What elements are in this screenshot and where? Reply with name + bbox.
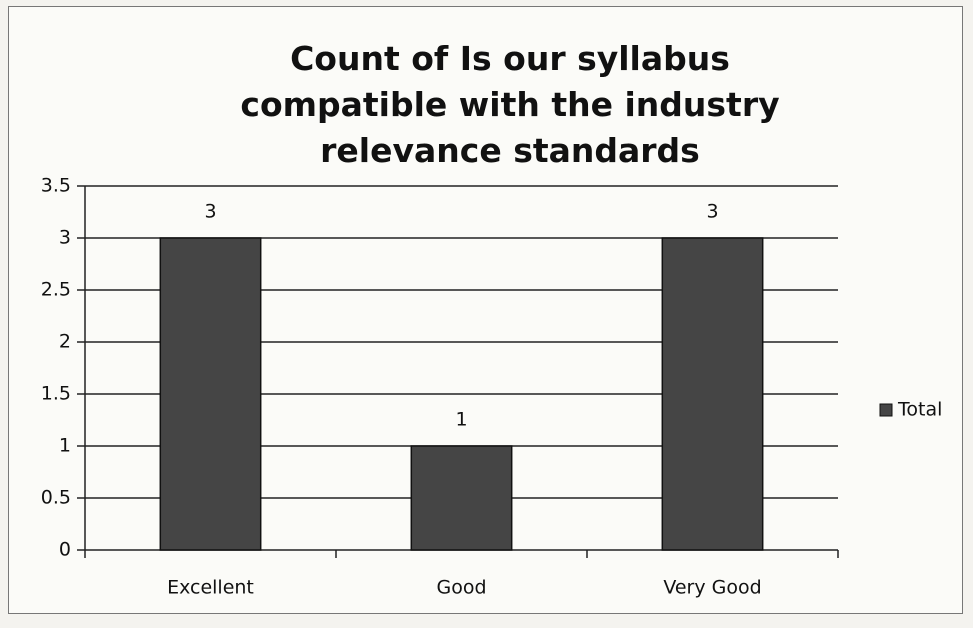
legend-swatch [879,403,893,417]
data-label: 3 [204,201,216,223]
legend-label: Total [897,399,942,421]
data-label: 1 [455,409,467,431]
y-tick-label: 3.5 [41,175,71,197]
y-tick-label: 2.5 [41,279,71,301]
data-label: 3 [706,201,718,223]
y-tick-label: 3 [59,227,71,249]
y-tick-label: 1.5 [41,383,71,405]
x-tick-label: Excellent [167,577,254,599]
chart-title: Count of Is our syllabus compatible with… [240,39,780,170]
y-tick-label: 1 [59,435,71,457]
x-tick-label: Very Good [663,577,761,599]
bar [410,445,513,551]
bar [159,237,262,551]
y-tick-label: 2 [59,331,71,353]
bar [661,237,764,551]
y-tick-label: 0 [59,539,71,561]
y-tick-label: 0.5 [41,487,71,509]
x-tick-label: Good [436,577,486,599]
